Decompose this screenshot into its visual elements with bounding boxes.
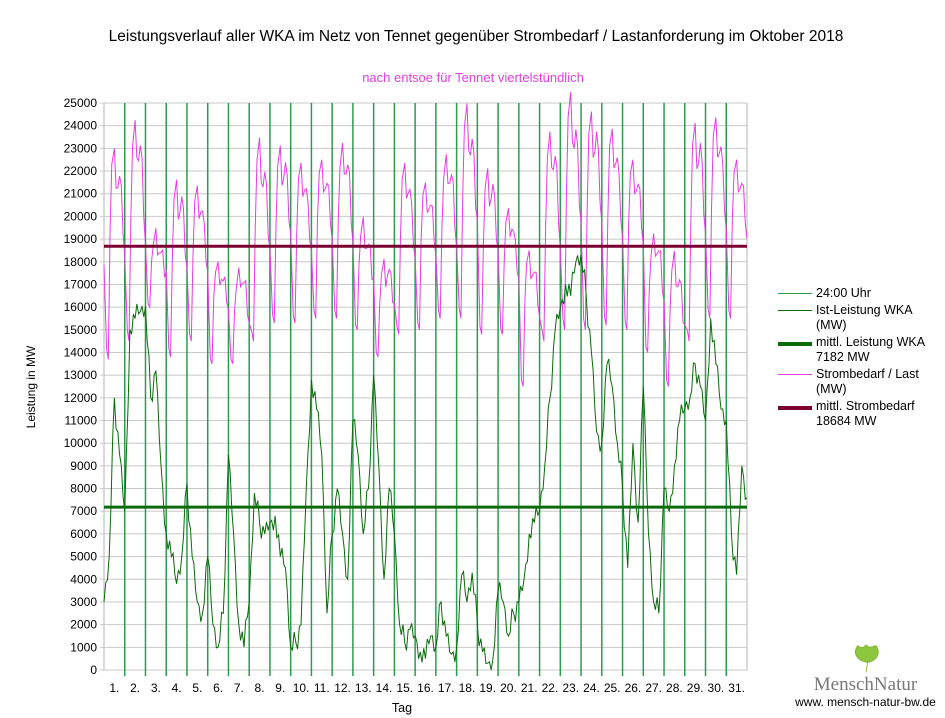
legend-item: mittl. Leistung WKA 7182 MW <box>778 335 925 365</box>
y-tick-label: 13000 <box>64 368 98 382</box>
logo-url[interactable]: www. mensch-natur-bw.de <box>795 695 936 709</box>
x-tick-label: 11. <box>314 681 330 695</box>
x-tick-label: 12. <box>334 681 351 695</box>
x-tick-label: 14. <box>376 681 393 695</box>
legend-label-line: mittl. Strombedarf <box>816 399 915 413</box>
x-tick-label: 2. <box>130 681 140 695</box>
chart-legend: 24:00 Uhr Ist-Leistung WKA (MW) mittl. Leis… <box>778 286 925 431</box>
x-tick-label: 23. <box>562 681 579 695</box>
x-tick-label: 22. <box>542 681 559 695</box>
y-tick-label: 1000 <box>70 640 97 654</box>
y-tick-label: 10000 <box>64 436 98 450</box>
legend-label-line: (MW) <box>816 382 847 396</box>
y-tick-label: 8000 <box>70 482 97 496</box>
y-tick-label: 15000 <box>64 323 98 337</box>
legend-swatch <box>778 342 812 346</box>
y-tick-label: 23000 <box>64 141 98 155</box>
y-tick-label: 7000 <box>70 504 97 518</box>
x-tick-label: 29. <box>687 681 704 695</box>
x-tick-label: 5. <box>192 681 202 695</box>
x-tick-label: 25. <box>604 681 621 695</box>
x-tick-label: 3. <box>151 681 161 695</box>
demand-line <box>103 92 748 387</box>
legend-item: Ist-Leistung WKA (MW) <box>778 303 925 333</box>
x-tick-label: 18. <box>459 681 476 695</box>
y-tick-label: 9000 <box>70 459 97 473</box>
legend-label: Strombedarf / Last (MW) <box>816 367 919 397</box>
x-tick-label: 28. <box>666 681 683 695</box>
legend-label-line: Strombedarf / Last <box>816 367 919 381</box>
legend-label: mittl. Leistung WKA 7182 MW <box>816 335 925 365</box>
logo-brand: MenschNatur <box>813 674 918 695</box>
y-tick-label: 4000 <box>70 572 97 586</box>
legend-label-line: 18684 MW <box>816 414 877 428</box>
x-tick-label: 15. <box>396 681 413 695</box>
x-tick-label: 27. <box>645 681 662 695</box>
legend-label: 24:00 Uhr <box>816 286 871 301</box>
legend-swatch <box>778 293 812 294</box>
y-tick-label: 12000 <box>64 391 98 405</box>
x-tick-label: 6. <box>213 681 223 695</box>
y-tick-label: 0 <box>90 663 97 677</box>
legend-swatch <box>778 406 812 410</box>
x-tick-label: 21. <box>521 681 538 695</box>
legend-item: 24:00 Uhr <box>778 286 925 301</box>
x-tick-label: 1. <box>109 681 119 695</box>
legend-item: mittl. Strombedarf 18684 MW <box>778 399 925 429</box>
y-tick-label: 3000 <box>70 595 97 609</box>
x-tick-label: 19. <box>479 681 496 695</box>
x-tick-label: 16. <box>417 681 434 695</box>
y-tick-label: 17000 <box>64 277 98 291</box>
legend-label-line: 7182 MW <box>816 350 870 364</box>
y-tick-label: 11000 <box>65 414 98 428</box>
y-tick-label: 20000 <box>64 209 98 223</box>
x-tick-label: 17. <box>438 681 455 695</box>
legend-label: Ist-Leistung WKA (MW) <box>816 303 913 333</box>
legend-label-line: Ist-Leistung WKA <box>816 303 913 317</box>
x-tick-label: 4. <box>172 681 182 695</box>
legend-swatch <box>778 374 812 375</box>
x-tick-label: 13. <box>355 681 372 695</box>
x-tick-label: 30. <box>708 681 725 695</box>
x-tick-label: 10. <box>293 681 310 695</box>
legend-label-line: 24:00 Uhr <box>816 286 871 300</box>
x-tick-label: 26. <box>625 681 642 695</box>
legend-label-line: mittl. Leistung WKA <box>816 335 926 349</box>
x-tick-label: 20. <box>500 681 517 695</box>
x-axis-title: Tag <box>392 701 412 715</box>
x-tick-label: 24. <box>583 681 600 695</box>
y-tick-label: 2000 <box>70 618 97 632</box>
legend-label: mittl. Strombedarf 18684 MW <box>816 399 915 429</box>
x-tick-label: 7. <box>234 681 244 695</box>
chart-title: Leistungsverlauf aller WKA im Netz von T… <box>109 28 844 45</box>
y-tick-label: 19000 <box>64 232 98 246</box>
legend-label-line: (MW) <box>816 318 847 332</box>
y-axis-title: Leistung in MW <box>24 345 38 428</box>
legend-swatch <box>778 310 812 311</box>
y-tick-label: 24000 <box>64 119 98 133</box>
y-tick-label: 21000 <box>64 187 98 201</box>
y-tick-label: 18000 <box>64 255 98 269</box>
chart-subtitle: nach entsoe für Tennet viertelstündlich <box>362 70 584 85</box>
mensch-natur-logo: MenschNatur www. mensch-natur-bw.de <box>788 644 943 710</box>
y-tick-label: 16000 <box>64 300 98 314</box>
x-tick-label: 31. <box>728 681 745 695</box>
y-tick-label: 6000 <box>70 527 97 541</box>
y-tick-label: 25000 <box>64 96 98 110</box>
wind-power-line <box>103 254 748 671</box>
y-tick-label: 14000 <box>64 345 98 359</box>
ginkgo-leaf-icon <box>854 644 879 673</box>
x-tick-label: 8. <box>255 681 265 695</box>
y-tick-label: 22000 <box>64 164 98 178</box>
y-tick-label: 5000 <box>70 550 97 564</box>
x-tick-label: 9. <box>275 681 285 695</box>
legend-item: Strombedarf / Last (MW) <box>778 367 925 397</box>
